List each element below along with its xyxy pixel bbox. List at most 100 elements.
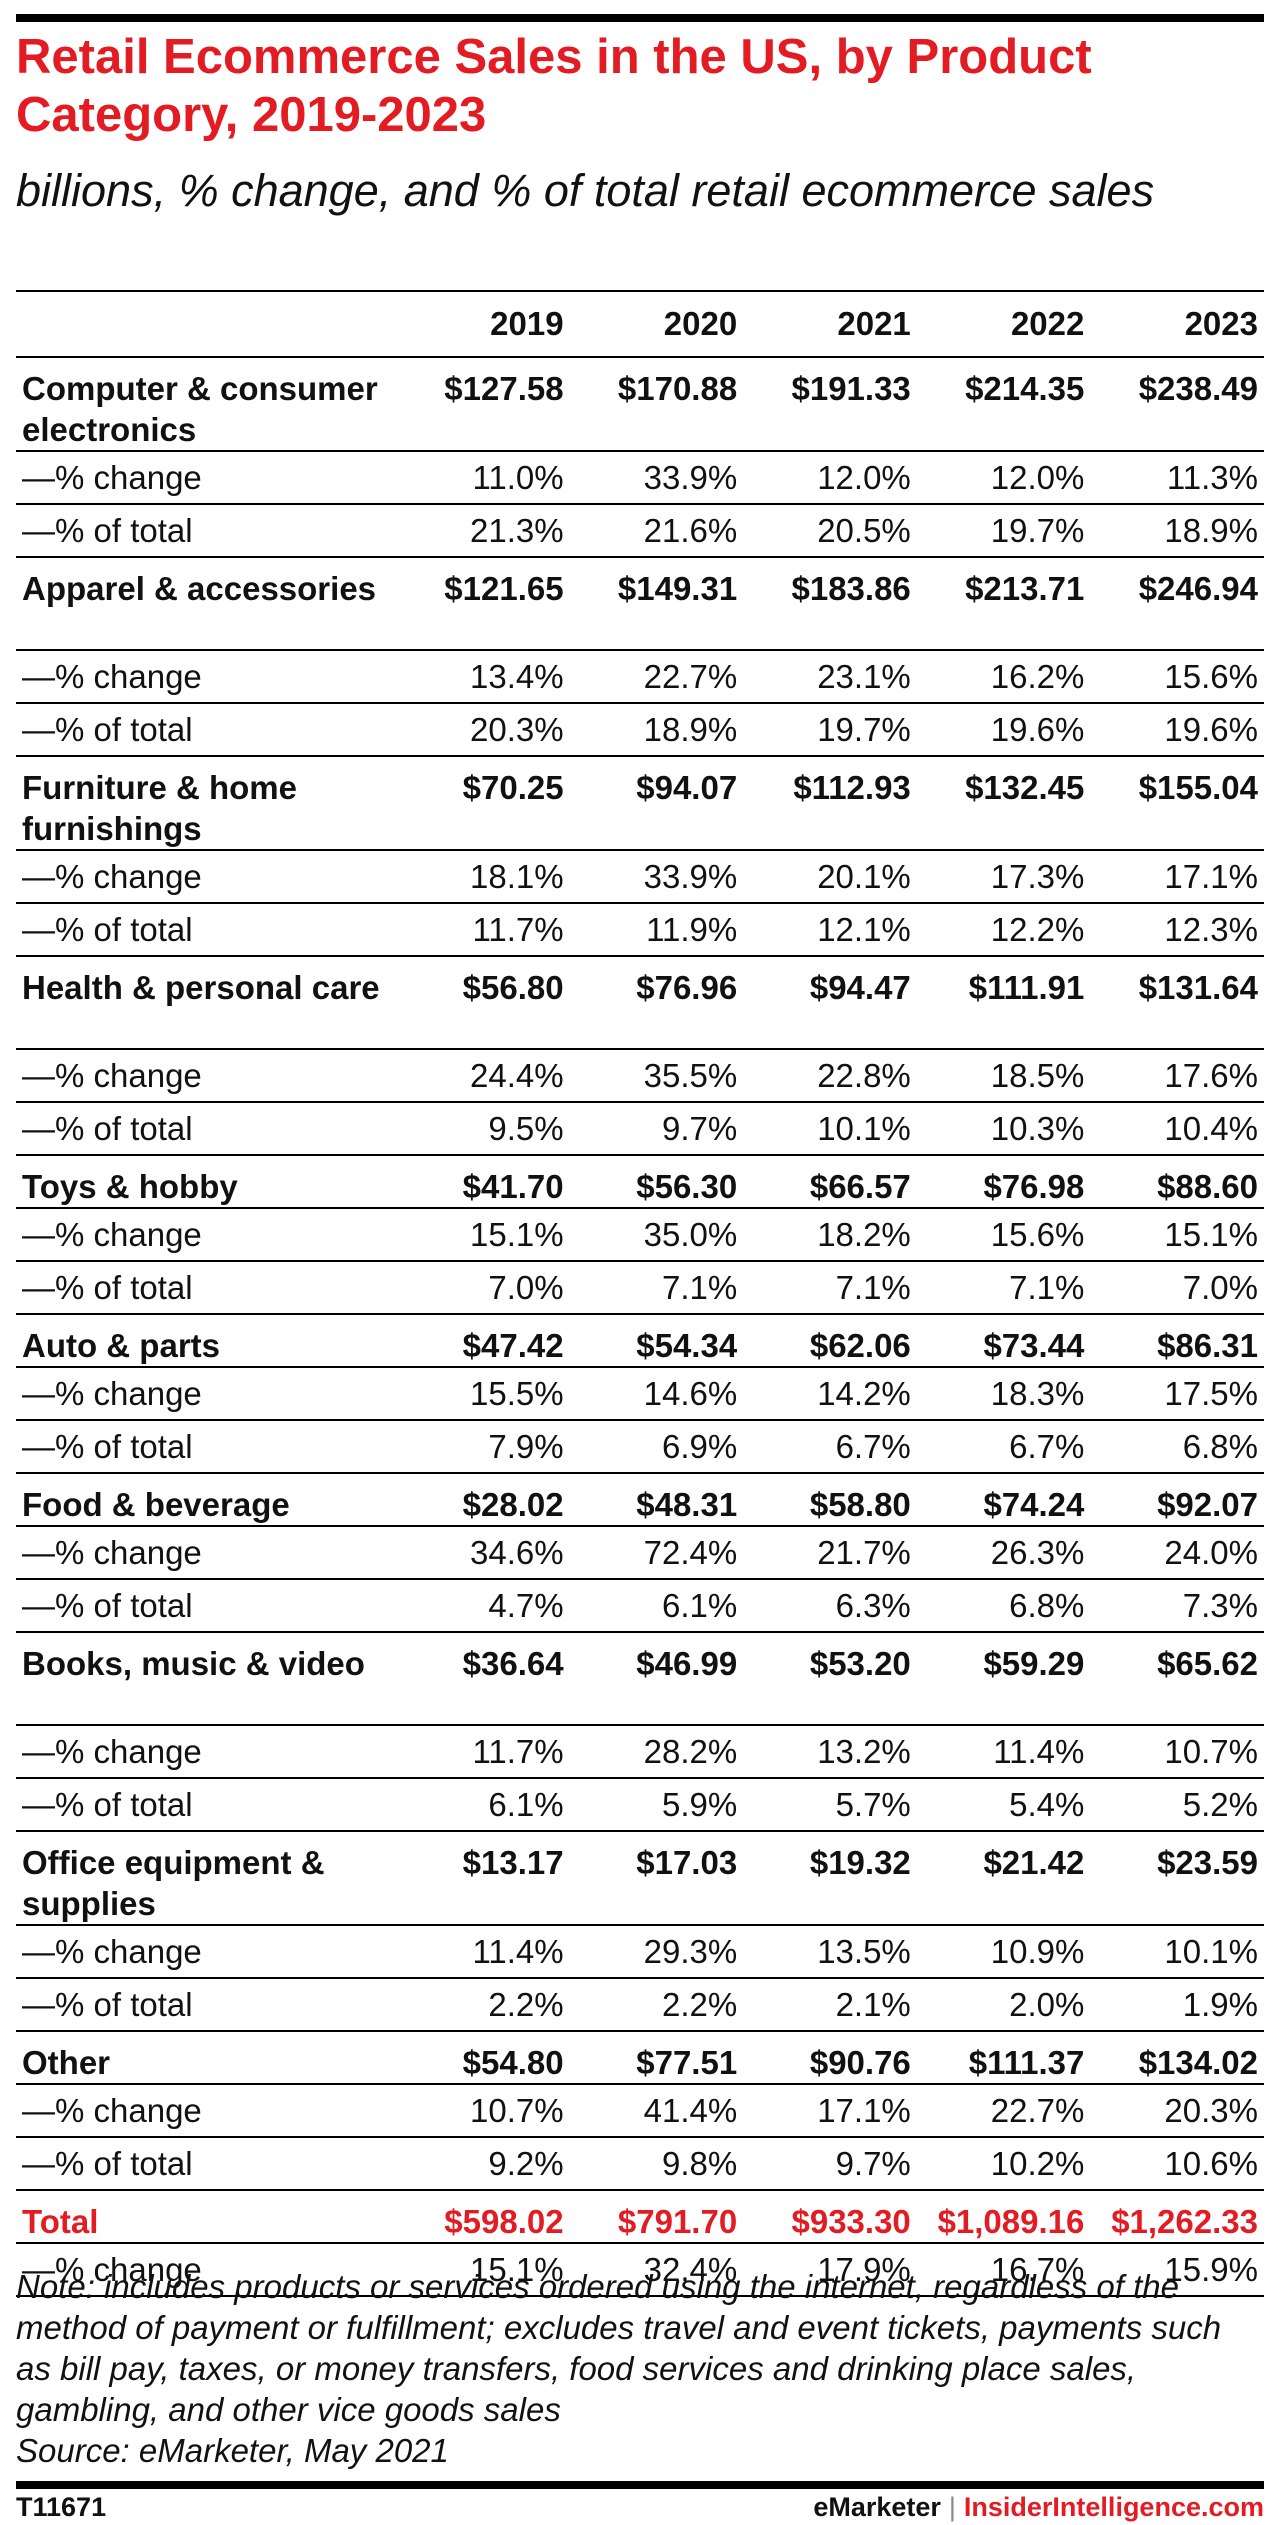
value-cell: $111.37 (916, 2031, 1091, 2085)
row-label: Computer & consumer electronics (16, 357, 396, 452)
value-cell: $131.64 (1090, 956, 1264, 1050)
value-cell: $90.76 (743, 2031, 917, 2085)
row-label: Health & personal care (16, 956, 396, 1050)
value-cell: 16.2% (916, 650, 1091, 704)
share-row: —% of total 9.5% 9.7% 10.1% 10.3% 10.4% (16, 1102, 1264, 1156)
value-cell: $54.34 (569, 1314, 744, 1368)
value-cell: 18.2% (743, 1208, 917, 1262)
value-cell: $36.64 (396, 1632, 570, 1726)
category-row: Health & personal care $56.80 $76.96 $94.47… (16, 956, 1264, 1050)
share-row: —% of total 9.2% 9.8% 9.7% 10.2% 10.6% (16, 2137, 1264, 2191)
row-label: Other (16, 2031, 396, 2085)
value-cell: $76.96 (569, 956, 744, 1050)
brand: eMarketer | InsiderIntelligence.com (813, 2492, 1264, 2523)
value-cell: 21.3% (396, 504, 570, 558)
value-cell: $132.45 (916, 756, 1091, 851)
value-cell: 10.1% (743, 1102, 917, 1156)
change-row: —% change 34.6% 72.4% 21.7% 26.3% 24.0% (16, 1526, 1264, 1580)
value-cell: 10.9% (916, 1925, 1091, 1979)
row-label: —% of total (16, 1261, 396, 1315)
row-label: —% of total (16, 504, 396, 558)
value-cell: $238.49 (1090, 357, 1264, 452)
value-cell: $21.42 (916, 1831, 1091, 1926)
value-cell: $149.31 (569, 557, 744, 651)
row-label: —% change (16, 2243, 396, 2297)
share-row: —% of total 6.1% 5.9% 5.7% 5.4% 5.2% (16, 1778, 1264, 1832)
category-row: Office equipment & supplies $13.17 $17.03 $… (16, 1831, 1264, 1926)
value-cell: $134.02 (1090, 2031, 1264, 2085)
value-cell: 32.4% (569, 2243, 744, 2297)
value-cell: 7.3% (1090, 1579, 1264, 1633)
value-cell: $23.59 (1090, 1831, 1264, 1926)
change-row: —% change 13.4% 22.7% 23.1% 16.2% 15.6% (16, 650, 1264, 704)
row-label: Toys & hobby (16, 1155, 396, 1209)
value-cell: $62.06 (743, 1314, 917, 1368)
row-label: —% of total (16, 903, 396, 957)
category-row: Furniture & home furnishings $70.25 $94.07… (16, 756, 1264, 851)
share-row: —% of total 11.7% 11.9% 12.1% 12.2% 12.3% (16, 903, 1264, 957)
value-cell: 6.3% (743, 1579, 917, 1633)
chart-subtitle: billions, % change, and % of total retai… (16, 165, 1155, 216)
value-cell: $13.17 (396, 1831, 570, 1926)
value-cell: $121.65 (396, 557, 570, 651)
data-table-wrapper: 2019 2020 2021 2022 2023 Computer & consumer… (16, 290, 1264, 2297)
value-cell: 22.7% (916, 2084, 1091, 2138)
value-cell: $74.24 (916, 1473, 1091, 1527)
value-cell: 26.3% (916, 1526, 1091, 1580)
share-row: —% of total 4.7% 6.1% 6.3% 6.8% 7.3% (16, 1579, 1264, 1633)
row-label: Books, music & video (16, 1632, 396, 1726)
change-row: —% change 18.1% 33.9% 20.1% 17.3% 17.1% (16, 850, 1264, 904)
category-row: Apparel & accessories $121.65 $149.31 $183.… (16, 557, 1264, 651)
row-label: —% change (16, 1208, 396, 1262)
row-label: —% change (16, 1367, 396, 1421)
row-label: —% change (16, 451, 396, 505)
value-cell: $111.91 (916, 956, 1091, 1050)
value-cell: 11.3% (1090, 451, 1264, 505)
value-cell: $70.25 (396, 756, 570, 851)
value-cell: 1.9% (1090, 1978, 1264, 2032)
value-cell: $54.80 (396, 2031, 570, 2085)
row-label: —% of total (16, 1579, 396, 1633)
value-cell: $213.71 (916, 557, 1091, 651)
value-cell: 10.2% (916, 2137, 1091, 2191)
value-cell: 6.9% (569, 1420, 744, 1474)
value-cell: 15.6% (916, 1208, 1091, 1262)
value-cell: 22.8% (743, 1049, 917, 1103)
value-cell: 7.1% (916, 1261, 1091, 1315)
value-cell: $19.32 (743, 1831, 917, 1926)
value-cell: $94.07 (569, 756, 744, 851)
value-cell: $46.99 (569, 1632, 744, 1726)
value-cell: $48.31 (569, 1473, 744, 1527)
value-cell: 7.0% (396, 1261, 570, 1315)
value-cell: 9.8% (569, 2137, 744, 2191)
value-cell: 7.1% (569, 1261, 744, 1315)
row-label: Furniture & home furnishings (16, 756, 396, 851)
value-cell: 6.1% (569, 1579, 744, 1633)
year-header: 2020 (569, 290, 744, 358)
row-label: —% change (16, 650, 396, 704)
row-label: —% change (16, 1725, 396, 1779)
value-cell: 17.6% (1090, 1049, 1264, 1103)
value-cell: 19.6% (1090, 703, 1264, 757)
value-cell: 24.0% (1090, 1526, 1264, 1580)
value-cell: 9.2% (396, 2137, 570, 2191)
value-cell: 11.9% (569, 903, 744, 957)
change-row: —% change 15.1% 35.0% 18.2% 15.6% 15.1% (16, 1208, 1264, 1262)
value-cell: 17.1% (1090, 850, 1264, 904)
value-cell: 7.9% (396, 1420, 570, 1474)
value-cell: 35.5% (569, 1049, 744, 1103)
brand-separator: | (948, 2492, 956, 2522)
year-header: 2022 (916, 290, 1091, 358)
value-cell: 15.5% (396, 1367, 570, 1421)
value-cell: $191.33 (743, 357, 917, 452)
value-cell: 14.2% (743, 1367, 917, 1421)
value-cell: 33.9% (569, 451, 744, 505)
value-cell: 16.7% (916, 2243, 1091, 2297)
value-cell: $598.02 (396, 2190, 570, 2244)
value-cell: 6.1% (396, 1778, 570, 1832)
row-label: —% change (16, 850, 396, 904)
value-cell: 10.7% (1090, 1725, 1264, 1779)
value-cell: $127.58 (396, 357, 570, 452)
value-cell: 6.8% (1090, 1420, 1264, 1474)
value-cell: $246.94 (1090, 557, 1264, 651)
